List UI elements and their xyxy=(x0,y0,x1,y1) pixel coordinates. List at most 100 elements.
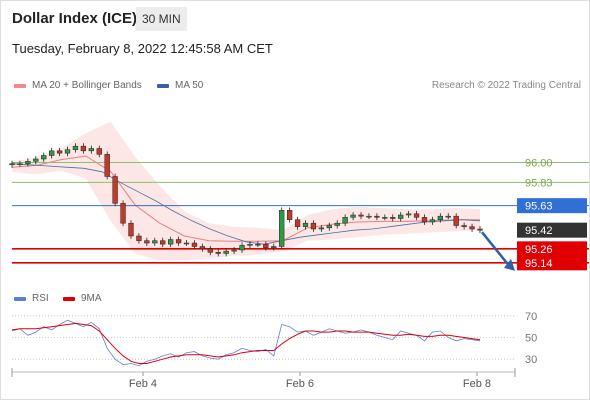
candle xyxy=(310,220,317,232)
candle-body xyxy=(390,217,396,219)
candle xyxy=(453,213,459,229)
candle xyxy=(191,240,198,250)
candle-body xyxy=(413,213,420,218)
legend-label: MA 50 xyxy=(175,80,204,91)
x-tick-label: Feb 6 xyxy=(286,378,314,390)
candle-body xyxy=(302,222,309,227)
level-label-bg xyxy=(517,198,587,214)
candle-body xyxy=(223,250,229,254)
candle-body xyxy=(49,150,55,156)
level-label: 95.63 xyxy=(525,201,553,213)
candle-body xyxy=(247,243,253,246)
rsi-tick-label: 50 xyxy=(525,333,537,345)
x-axis: Feb 4 Feb 6 Feb 8 xyxy=(11,368,516,390)
candle-body xyxy=(144,240,150,244)
candle xyxy=(342,214,348,227)
candle-body xyxy=(421,217,428,223)
candle xyxy=(41,152,47,162)
candle xyxy=(88,145,94,154)
rsi-panel: 70 50 30 xyxy=(11,311,537,367)
candle-body xyxy=(231,249,237,252)
candle xyxy=(374,213,380,221)
level-label: 95.26 xyxy=(525,244,553,256)
candles xyxy=(9,143,483,257)
rsi-tick-label: 30 xyxy=(525,354,537,366)
candle xyxy=(255,241,261,248)
candle-body xyxy=(207,248,213,253)
rsi-series-line xyxy=(11,319,481,367)
level-label-bg xyxy=(517,241,587,257)
candle-body xyxy=(96,148,102,155)
candle-body xyxy=(366,215,372,218)
level-label: 95.42 xyxy=(525,225,553,237)
level-label-bg xyxy=(517,222,587,238)
candle xyxy=(223,248,229,257)
candle xyxy=(56,147,63,157)
arrow-shaft xyxy=(481,231,511,268)
candle-body xyxy=(120,203,126,224)
candle-body xyxy=(350,214,356,218)
candle-body xyxy=(286,210,293,220)
ma20-line xyxy=(11,155,480,242)
candle xyxy=(207,245,213,256)
rsi-swatch xyxy=(14,296,26,301)
candle-body xyxy=(128,222,134,237)
candle xyxy=(239,242,245,253)
candle xyxy=(128,220,134,239)
candle xyxy=(366,213,372,220)
candle xyxy=(286,207,293,223)
candle xyxy=(25,158,31,167)
legend-label: MA 20 + Bollinger Bands xyxy=(32,80,142,91)
ma50-line xyxy=(11,163,481,245)
candle-body xyxy=(294,219,301,227)
candle xyxy=(326,222,332,231)
level-label: 95.83 xyxy=(525,177,553,189)
candle xyxy=(49,147,55,159)
candle xyxy=(302,220,309,230)
candle-body xyxy=(175,239,182,244)
candle xyxy=(477,226,483,234)
candle xyxy=(271,243,277,251)
candle xyxy=(461,222,467,230)
candle xyxy=(318,224,325,232)
candle xyxy=(437,213,443,223)
candle-body xyxy=(477,228,483,231)
candle-body xyxy=(72,145,79,150)
timeframe-badge[interactable]: 30 MIN xyxy=(136,7,187,31)
candle xyxy=(9,160,15,168)
level-label: 96.00 xyxy=(525,158,553,170)
candle-body xyxy=(191,242,198,247)
candle xyxy=(421,214,428,225)
candle-body xyxy=(279,210,285,247)
candle xyxy=(175,236,182,246)
candle-body xyxy=(263,243,269,248)
candle xyxy=(80,143,87,154)
rsi-ma-swatch xyxy=(63,296,75,301)
candle xyxy=(263,241,269,251)
candle-body xyxy=(318,227,325,230)
candle xyxy=(334,220,340,229)
candle xyxy=(358,212,364,220)
candle-body xyxy=(255,243,261,246)
x-tick-label: Feb 8 xyxy=(463,378,491,390)
candle-body xyxy=(310,222,317,230)
level-label: 95.14 xyxy=(525,258,553,270)
chart-header: Dollar Index (ICE) 30 MIN xyxy=(0,0,590,37)
legend-ma50: MA 50 xyxy=(157,80,203,91)
candle xyxy=(469,223,475,232)
candle-body xyxy=(334,222,340,226)
ma50-swatch xyxy=(157,83,169,88)
candle-body xyxy=(199,246,206,250)
candle xyxy=(152,237,158,246)
candle-body xyxy=(469,226,475,230)
candle xyxy=(136,233,142,244)
ma50-layer xyxy=(11,163,481,245)
candle-body xyxy=(160,240,166,245)
legend-bollinger: MA 20 + Bollinger Bands xyxy=(14,80,142,91)
candle xyxy=(33,156,39,165)
candle xyxy=(405,210,412,218)
candle xyxy=(382,214,388,221)
candle-body xyxy=(453,215,459,226)
candle-body xyxy=(167,239,174,245)
